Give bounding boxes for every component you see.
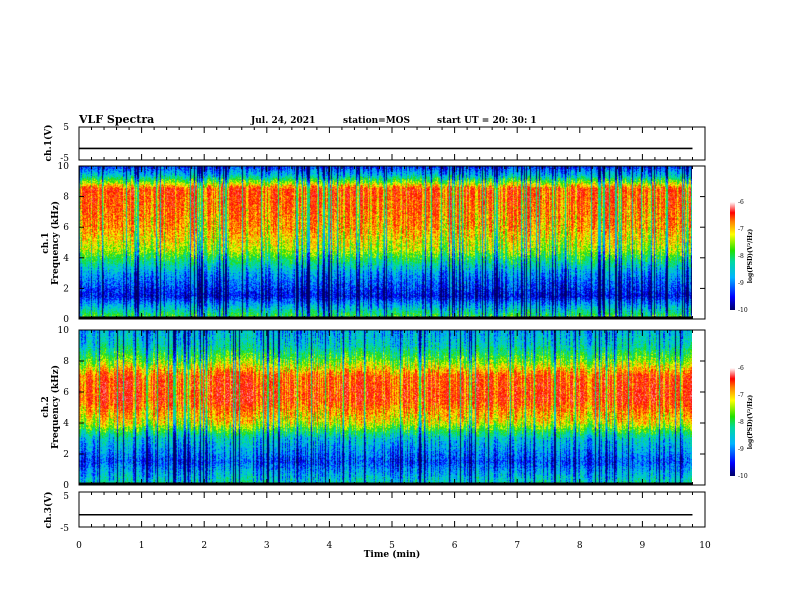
- frequency-tick-label: 10: [58, 326, 70, 336]
- colorbar-tick-label: -9: [738, 280, 744, 287]
- ch1-frequency-tick-labels: 0 2 4 6 8 10: [58, 162, 705, 325]
- ch1-spectrogram-image: [79, 166, 705, 319]
- ch3-ytick-top: 5: [63, 492, 69, 502]
- ch2-spectrogram-channel-label: ch.2: [41, 396, 51, 417]
- spectrogram-empty-region: [692, 330, 705, 485]
- ch3-waveform-ticks: [78, 492, 706, 527]
- colorbar-tick-label: -7: [738, 392, 744, 399]
- ch2-colorbar-scale: [730, 368, 735, 476]
- ch1-waveform-panel: 5 -5 ch.1(V): [43, 123, 706, 164]
- colorbar-tick-label: -8: [738, 253, 744, 260]
- colorbar-tick-label: -10: [738, 307, 748, 314]
- time-tick-label: 0: [76, 541, 82, 551]
- time-tick-label: 9: [640, 541, 646, 551]
- ch1-ytick-bottom: -5: [60, 154, 69, 164]
- ch2-spectrogram-image: [79, 330, 705, 485]
- figure-title: VLF Spectra: [78, 113, 154, 126]
- date-label: Jul. 24, 2021: [250, 116, 315, 126]
- time-tick-label: 1: [139, 541, 145, 551]
- time-axis-label: Time (min): [364, 549, 421, 560]
- frequency-tick-label: 8: [63, 193, 69, 203]
- ch2-colorbar: -6 -7 -8 -9 -10 log(PSD)(V²/Hz): [730, 365, 754, 480]
- ch1-colorbar-ticks: -6 -7 -8 -9 -10: [738, 199, 748, 314]
- time-axis-tick-labels: 0 1 2 3 4 5 6 7 8 9 10: [76, 541, 711, 551]
- frequency-tick-label: 10: [58, 162, 70, 172]
- ch1-colorbar: -6 -7 -8 -9 -10 log(PSD)(V²/Hz): [730, 199, 754, 314]
- time-tick-label: 8: [577, 541, 583, 551]
- colorbar-tick-label: -7: [738, 226, 744, 233]
- colorbar-tick-label: -10: [738, 473, 748, 480]
- time-tick-label: 5: [389, 541, 395, 551]
- ch1-waveform-ticks: [78, 127, 706, 160]
- frequency-tick-label: 6: [63, 223, 69, 233]
- spectrogram-raster: [79, 166, 692, 319]
- time-tick-label: 6: [452, 541, 458, 551]
- colorbar-tick-label: -6: [738, 199, 744, 206]
- colorbar-tick-label: -9: [738, 446, 744, 453]
- time-tick-label: 4: [327, 541, 333, 551]
- ch2-frequency-tick-labels: 0 2 4 6 8 10: [58, 326, 705, 491]
- start-time-label: start UT = 20: 30: 1: [437, 116, 537, 126]
- ch3-waveform-frame: [78, 491, 706, 528]
- ch1-waveform-frame: [78, 126, 706, 161]
- ch1-spectrogram-frequency-label: Frequency (kHz): [50, 201, 61, 285]
- spectrogram-raster: [79, 330, 692, 485]
- ch1-spectrogram-frame: [78, 165, 706, 320]
- ch3-ytick-bottom: -5: [60, 524, 69, 534]
- frequency-tick-label: 0: [63, 315, 69, 325]
- frequency-tick-label: 0: [63, 481, 69, 491]
- frequency-tick-label: 2: [63, 284, 69, 294]
- colorbar-tick-label: -8: [738, 419, 744, 426]
- ch3-waveform-panel: 5 -5 ch.3(V): [43, 491, 706, 534]
- ch2-spectrogram-frame: [78, 329, 706, 486]
- station-label: station=MOS: [343, 116, 410, 126]
- ch2-spectrogram-panel: 0 2 4 6 8 10 ch.2 Frequency (kHz): [41, 326, 706, 491]
- time-tick-label: 10: [699, 541, 711, 551]
- ch1-ytick-top: 5: [63, 123, 69, 133]
- frequency-tick-label: 8: [63, 357, 69, 367]
- ch2-spectrogram-frequency-label: Frequency (kHz): [50, 365, 61, 449]
- ch1-colorbar-label: log(PSD)(V²/Hz): [747, 229, 754, 284]
- spectrogram-empty-region: [692, 166, 705, 319]
- frequency-tick-label: 4: [63, 254, 69, 264]
- frequency-tick-label: 6: [63, 388, 69, 398]
- colorbar-tick-label: -6: [738, 365, 744, 372]
- ch2-colorbar-label: log(PSD)(V²/Hz): [747, 395, 754, 450]
- time-tick-label: 7: [514, 541, 520, 551]
- ch1-colorbar-scale: [730, 202, 735, 310]
- time-tick-label: 2: [201, 541, 207, 551]
- frequency-tick-label: 4: [63, 419, 69, 429]
- time-tick-label: 3: [264, 541, 270, 551]
- ch1-spectrogram-panel: 0 2 4 6 8 10 ch.1 Frequency (kHz): [41, 162, 706, 325]
- ch1-spectrogram-channel-label: ch.1: [41, 232, 51, 253]
- ch3-waveform-ylabel: ch.3(V): [43, 492, 54, 529]
- ch2-colorbar-ticks: -6 -7 -8 -9 -10: [738, 365, 748, 480]
- ch1-waveform-ylabel: ch.1(V): [43, 125, 54, 162]
- frequency-tick-label: 2: [63, 450, 69, 460]
